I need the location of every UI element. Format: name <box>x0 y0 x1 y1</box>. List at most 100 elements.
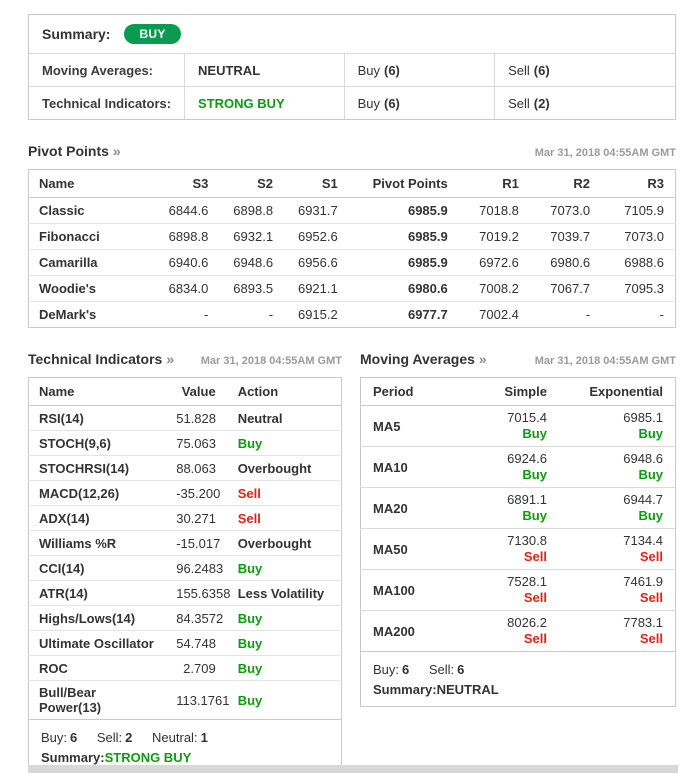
ma-exp-value: 6944.7 <box>623 492 663 507</box>
ma-exp-value: 7134.4 <box>623 533 663 548</box>
indicator-value: 30.271 <box>166 505 226 531</box>
summary-buy-count: (6) <box>383 62 400 78</box>
ma-period: MA100 <box>360 569 443 611</box>
chevron-right-icon: » <box>478 351 487 367</box>
tech-neutral-label: Neutral: <box>152 730 198 745</box>
tech-sell-label: Sell: <box>96 730 123 745</box>
tech-summary-verdict: STRONG BUY <box>104 750 192 765</box>
table-row: RSI(14) 51.828 Neutral <box>28 405 342 431</box>
table-row: MA5 7015.4 Buy 6985.1 Buy <box>360 405 676 447</box>
indicator-value: 2.709 <box>166 655 226 681</box>
indicator-name: CCI(14) <box>28 555 167 581</box>
ma-simple-value: 7528.1 <box>507 574 547 589</box>
pivot-col-s1: S1 <box>284 169 349 198</box>
tech-buy-count: 6 <box>70 730 78 745</box>
indicator-action: Buy <box>237 435 263 451</box>
next-section-partial-bar <box>28 765 678 773</box>
moving-averages-link[interactable]: Moving Averages» <box>360 351 487 367</box>
ma-simple-action: Sell <box>523 631 547 646</box>
pivot-value: 6985.9 <box>348 223 459 250</box>
pivot-name: Classic <box>28 197 152 224</box>
indicator-action: Sell <box>237 485 261 501</box>
moving-averages-table: Period Simple Exponential MA5 7015.4 Buy … <box>360 377 676 652</box>
ma-exp-value: 6948.6 <box>623 451 663 466</box>
summary-row-verdict: NEUTRAL <box>198 62 261 78</box>
technical-indicators-section: Technical Indicators» Mar 31, 2018 04:55… <box>28 328 342 773</box>
indicator-value: -15.017 <box>166 530 226 556</box>
pivot-col-name: Name <box>28 169 152 198</box>
pivot-header-row: Name S3 S2 S1 Pivot Points R1 R2 R3 <box>28 169 676 198</box>
table-row: ADX(14) 30.271 Sell <box>28 505 342 531</box>
indicator-value: 96.2483 <box>166 555 226 581</box>
ma-period: MA10 <box>360 446 443 488</box>
pivot-value: 7019.2 <box>458 223 530 250</box>
ma-section-header: Moving Averages» Mar 31, 2018 04:55AM GM… <box>360 351 676 367</box>
table-row: DeMark's - - 6915.2 6977.7 7002.4 - - <box>29 302 676 328</box>
pivot-value: 7073.0 <box>601 223 676 250</box>
ma-exp-action: Sell <box>639 590 663 605</box>
table-row: STOCH(9,6) 75.063 Buy <box>28 430 342 456</box>
tech-neutral-count: 1 <box>200 730 208 745</box>
table-row: Woodie's 6834.0 6893.5 6921.1 6980.6 700… <box>28 275 676 302</box>
table-row: Classic 6844.6 6898.8 6931.7 6985.9 7018… <box>28 197 676 224</box>
ma-buy-count: 6 <box>402 662 410 677</box>
summary-sell-count: (2) <box>533 95 550 111</box>
indicator-value: 88.063 <box>166 455 226 481</box>
table-row: Highs/Lows(14) 84.3572 Buy <box>28 605 342 631</box>
indicator-name: ADX(14) <box>28 505 167 531</box>
tech-sell-count: 2 <box>125 730 133 745</box>
pivot-points-link[interactable]: Pivot Points» <box>28 143 121 159</box>
pivot-value: 6956.6 <box>284 249 349 276</box>
pivot-value: 7002.4 <box>479 307 519 322</box>
ma-period: MA20 <box>360 487 443 529</box>
ma-simple-action: Sell <box>523 549 547 564</box>
pivot-col-r2: R2 <box>529 169 602 198</box>
ma-simple-value: 7015.4 <box>507 410 547 425</box>
ma-exp-action: Buy <box>638 508 663 523</box>
ma-simple-action: Sell <box>523 590 547 605</box>
summary-verdict-badge: BUY <box>124 24 181 44</box>
pivot-value: 7095.3 <box>601 275 676 302</box>
tech-title: Technical Indicators <box>28 351 163 367</box>
pivot-section-header: Pivot Points» Mar 31, 2018 04:55AM GMT <box>28 143 676 159</box>
ma-summary-verdict: NEUTRAL <box>436 682 499 697</box>
indicator-name: Williams %R <box>28 530 167 556</box>
table-row: STOCHRSI(14) 88.063 Overbought <box>28 455 342 481</box>
ma-exp-value: 6985.1 <box>623 410 663 425</box>
ma-exp-action: Buy <box>638 467 663 482</box>
pivot-col-pivot: Pivot Points <box>348 169 459 198</box>
ma-exp-value: 7783.1 <box>623 615 663 630</box>
summary-grid: Moving Averages: NEUTRAL Buy (6) Sell (6… <box>29 53 675 119</box>
table-row: Ultimate Oscillator 54.748 Buy <box>28 630 342 656</box>
table-row: Fibonacci 6898.8 6932.1 6952.6 6985.9 70… <box>28 223 676 250</box>
tech-section-header: Technical Indicators» Mar 31, 2018 04:55… <box>28 351 342 367</box>
summary-row-label: Moving Averages: <box>42 62 154 78</box>
ma-period: MA50 <box>360 528 443 570</box>
pivot-value: 6948.6 <box>219 249 285 276</box>
ma-simple-value: 8026.2 <box>507 615 547 630</box>
ma-header-row: Period Simple Exponential <box>360 377 676 406</box>
pivot-value: 6985.9 <box>348 197 459 224</box>
pivot-value: 7105.9 <box>601 197 676 224</box>
ma-summary-label: Summary: <box>373 682 437 697</box>
tech-col-name: Name <box>28 377 167 406</box>
pivot-col-s2: S2 <box>219 169 285 198</box>
indicator-action: Overbought <box>237 535 312 551</box>
ma-sell-count: 6 <box>457 662 465 677</box>
pivot-value: - <box>659 307 664 322</box>
chevron-right-icon: » <box>166 351 175 367</box>
pivot-col-r3: R3 <box>601 169 676 198</box>
pivot-value: 6844.6 <box>151 197 220 224</box>
tech-summary-footer: Buy: 6 Sell: 2 Neutral: 1 Summary:STRONG BU… <box>28 720 342 773</box>
table-row: ROC 2.709 Buy <box>28 655 342 681</box>
technical-indicators-link[interactable]: Technical Indicators» <box>28 351 174 367</box>
pivot-value: 6915.2 <box>297 307 338 322</box>
pivot-value: 6952.6 <box>284 223 349 250</box>
pivot-value: - <box>585 307 591 322</box>
indicator-action: Buy <box>237 692 263 708</box>
tech-header-row: Name Value Action <box>28 377 342 406</box>
indicator-value: 113.1761 <box>176 692 230 708</box>
summary-sell-count: (6) <box>533 62 550 78</box>
pivot-value: 6972.6 <box>458 249 530 276</box>
